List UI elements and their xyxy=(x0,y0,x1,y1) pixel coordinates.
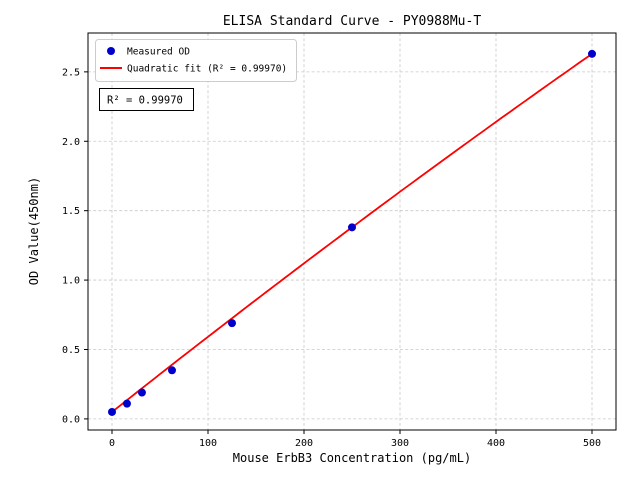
annotation-frame xyxy=(99,88,194,111)
y-tick-label: 1.0 xyxy=(62,276,80,287)
x-tick-label: 400 xyxy=(487,438,505,449)
data-point xyxy=(108,407,116,416)
data-point xyxy=(228,319,236,328)
data-point xyxy=(137,388,146,397)
legend-label-measured-od: Measured OD xyxy=(127,47,190,58)
data-point xyxy=(122,399,131,408)
data-point xyxy=(168,366,176,375)
legend-marker-measured-od-icon xyxy=(107,47,115,55)
r-squared-annotation: R² = 0.99970 xyxy=(99,88,194,111)
x-tick-label: 0 xyxy=(109,438,115,449)
legend-label-quadratic-fit: Quadratic fit (R² = 0.99970) xyxy=(127,64,287,75)
y-axis-label: OD Value(450nm) xyxy=(27,177,41,285)
data-point xyxy=(348,223,356,232)
y-tick-label: 2.0 xyxy=(62,137,80,148)
x-tick-label: 100 xyxy=(199,438,217,449)
plot-area: 0 100 200 300 400 500 0.0 0.5 1.0 1.5 2.0 2.5 xyxy=(62,32,617,449)
y-tick-label: 0.0 xyxy=(62,414,80,425)
x-tick-label: 500 xyxy=(583,438,601,449)
y-tick-label: 2.5 xyxy=(62,67,80,78)
x-axis-label: Mouse ErbB3 Concentration (pg/mL) xyxy=(233,451,471,465)
chart-title: ELISA Standard Curve - PY0988Mu-T xyxy=(223,14,481,29)
plot-border xyxy=(87,32,617,431)
x-tick-label: 300 xyxy=(391,438,409,449)
y-tick-label: 1.5 xyxy=(62,206,80,217)
y-tick-label: 0.5 xyxy=(62,345,80,356)
annotation-text: R² = 0.99970 xyxy=(107,95,183,107)
legend: Measured OD Quadratic fit (R² = 0.99970) xyxy=(95,39,297,82)
x-tick-label: 200 xyxy=(295,438,313,449)
data-point xyxy=(588,49,596,58)
legend-frame xyxy=(95,39,297,82)
